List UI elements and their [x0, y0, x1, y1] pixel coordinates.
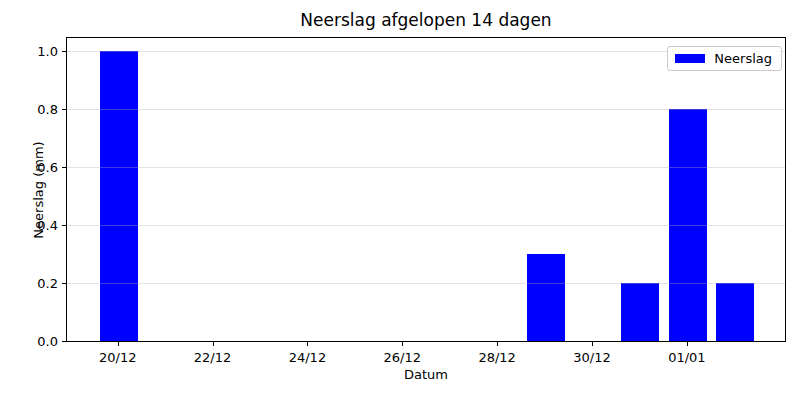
y-tick-mark [62, 109, 66, 110]
bar-31/12 [621, 283, 659, 341]
bar-29/12 [527, 254, 565, 341]
y-tick-label: 0.2 [10, 276, 58, 292]
plot-area: Neerslag [66, 37, 786, 342]
chart-title: Neerslag afgelopen 14 dagen [66, 9, 786, 31]
x-tick-mark [402, 342, 403, 346]
legend-label: Neerslag [714, 51, 772, 66]
y-tick-label: 0.8 [10, 102, 58, 118]
x-tick-label: 26/12 [367, 350, 437, 366]
x-tick-label: 01/01 [652, 350, 722, 366]
x-tick-label: 24/12 [272, 350, 342, 366]
x-tick-mark [687, 342, 688, 346]
x-tick-label: 30/12 [557, 350, 627, 366]
gridline-y-0.4 [67, 225, 785, 226]
gridline-y-0.2 [67, 283, 785, 284]
y-tick-mark [62, 167, 66, 168]
y-tick-mark [62, 51, 66, 52]
y-tick-label: 0.0 [10, 334, 58, 350]
x-tick-mark [592, 342, 593, 346]
y-tick-mark [62, 283, 66, 284]
gridline-y-0.6 [67, 167, 785, 168]
legend-swatch-icon [675, 54, 705, 63]
gridline-y-0.8 [67, 109, 785, 110]
x-tick-label: 20/12 [83, 350, 153, 366]
y-tick-label: 0.6 [10, 160, 58, 176]
bar-20/12 [100, 51, 138, 341]
figure: Neerslag afgelopen 14 dagen Neerslag (mm… [0, 0, 800, 400]
bar-02/01 [716, 283, 754, 341]
y-tick-label: 0.4 [10, 218, 58, 234]
x-tick-mark [497, 342, 498, 346]
x-tick-mark [307, 342, 308, 346]
y-tick-label: 1.0 [10, 44, 58, 60]
y-tick-mark [62, 225, 66, 226]
y-tick-mark [62, 341, 66, 342]
x-tick-mark [213, 342, 214, 346]
x-tick-label: 22/12 [178, 350, 248, 366]
x-tick-mark [118, 342, 119, 346]
x-axis-label: Datum [66, 367, 786, 383]
x-tick-label: 28/12 [462, 350, 532, 366]
legend: Neerslag [667, 46, 782, 71]
